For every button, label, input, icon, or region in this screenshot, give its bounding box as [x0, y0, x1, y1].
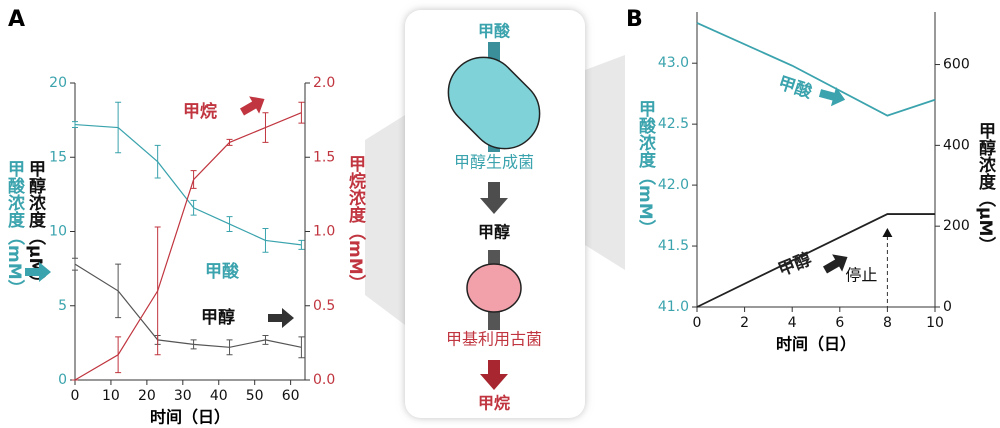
x-tick-label: 60: [282, 388, 300, 404]
y-tick-label: 42.5: [658, 116, 689, 132]
x-tick-label: 2: [740, 315, 749, 331]
annotation-arrow: [240, 96, 265, 116]
y2-tick-label: 600: [943, 57, 970, 73]
error-bar: [262, 112, 269, 143]
error-bar: [226, 138, 233, 146]
y2-tick-label: 0.5: [313, 298, 335, 314]
y-tick-label: 20: [49, 75, 67, 91]
annotation-arrow: [818, 86, 846, 107]
arrow: [480, 182, 508, 214]
diagram-text: 甲醇: [478, 223, 510, 242]
error-bar: [298, 336, 305, 359]
x-tick-label: 8: [883, 315, 892, 331]
connector: [585, 55, 625, 270]
archaeon-cell: [466, 263, 522, 313]
error-bar: [262, 334, 269, 345]
x-axis-label: 时间（日）: [776, 335, 856, 354]
x-tick-label: 0: [693, 315, 702, 331]
diagram: 甲酸 甲醇生成菌 甲醇 甲基利用古菌 甲烷: [405, 10, 585, 418]
error-bar: [72, 257, 78, 271]
error-bar: [190, 199, 197, 216]
diagram-text: 甲醇生成菌: [454, 153, 534, 172]
bacterium-cell: [447, 56, 541, 150]
y2-tick-label: 200: [943, 218, 970, 234]
y-axis-label: 甲酸浓度（mM）: [4, 160, 25, 297]
x-tick-label: 10: [102, 388, 120, 404]
y2-tick-label: 2.0: [313, 75, 335, 91]
annotation-arrow: [25, 262, 51, 282]
series-name: 甲烷: [183, 101, 217, 122]
series-name: 甲醇: [201, 307, 235, 328]
annotation: 停止: [845, 266, 877, 285]
error-bar: [190, 170, 197, 189]
connector: [365, 115, 405, 325]
error-bar: [115, 263, 122, 319]
y2-tick-label: 0: [943, 299, 952, 315]
error-bar: [226, 339, 233, 356]
y-tick-label: 42.0: [658, 177, 689, 193]
error-bar: [72, 121, 78, 129]
x-tick-label: 0: [71, 388, 80, 404]
y2-tick-label: 0.0: [313, 372, 335, 388]
series-line: [696, 213, 935, 308]
y-tick-label: 15: [49, 149, 67, 165]
y-tick-label: 0: [58, 372, 67, 388]
annotation-arrow: [268, 308, 294, 328]
y-tick-label: 41.5: [658, 238, 689, 254]
x-tick-label: 4: [788, 315, 797, 331]
panel-label: A: [8, 7, 25, 32]
x-tick-label: 50: [246, 388, 264, 404]
x-tick-label: 30: [174, 388, 192, 404]
stop-arrowhead: [882, 228, 893, 238]
y2-axis-label: 甲烷浓度（mM）: [345, 155, 366, 292]
y-tick-label: 41.0: [658, 299, 689, 315]
panel-label: B: [626, 7, 643, 32]
error-bar: [298, 239, 305, 250]
error-bar: [262, 228, 269, 253]
series-name: 甲酸: [776, 72, 816, 103]
y-tick-label: 43.0: [658, 55, 689, 71]
y2-tick-label: 1.0: [313, 224, 335, 240]
x-tick-label: 40: [210, 388, 228, 404]
x-tick-label: 10: [926, 315, 944, 331]
y-tick-label: 5: [58, 298, 67, 314]
y-axis-label: 甲酸浓度（mM）: [635, 100, 656, 237]
error-bar: [226, 216, 233, 232]
y2-tick-label: 400: [943, 137, 970, 153]
series-line: [74, 263, 302, 348]
y2-tick-label: 1.5: [313, 149, 335, 165]
diagram-text: 甲酸: [478, 22, 511, 41]
series-name: 甲酸: [205, 261, 240, 282]
error-bar: [298, 101, 305, 124]
error-bar: [190, 339, 197, 350]
annotation-arrow: [823, 254, 848, 274]
error-bar: [115, 336, 122, 374]
error-bar: [115, 101, 122, 154]
y-axis-label: 甲醇浓度（μM）: [25, 160, 46, 291]
error-bar: [154, 226, 161, 356]
diagram-text: 甲基利用古菌: [446, 330, 542, 349]
diagram-text: 甲烷: [478, 394, 510, 413]
x-tick-label: 20: [138, 388, 156, 404]
x-axis-label: 时间（日）: [150, 408, 230, 427]
y2-axis-label: 甲醇浓度（μM）: [975, 122, 996, 253]
series-line: [696, 22, 936, 117]
y-tick-label: 10: [49, 224, 67, 240]
x-tick-label: 6: [835, 315, 844, 331]
arrow: [480, 360, 508, 390]
error-bar: [154, 144, 161, 179]
